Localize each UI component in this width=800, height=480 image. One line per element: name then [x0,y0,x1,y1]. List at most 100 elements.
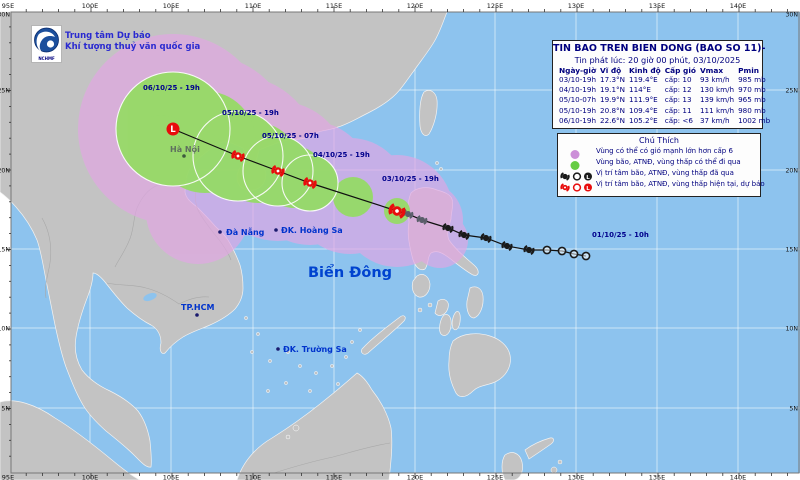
legend-item-passage-area: Vùng bão, ATNĐ, vùng thấp có thể đi qua [558,156,760,170]
forecast-table-row: 05/10-19h 20.8°N 109.4°E cấp: 11 111 km/h 980… [557,106,772,116]
legend-title: Chú Thích [639,136,679,145]
islet [557,459,563,465]
axis-label-top: 100E [82,2,99,10]
place-marker-dot [182,154,186,158]
storm-bulletin-box: TIN BAO TREN BIEN DONG (BAO SO 11)- Tin … [552,40,770,129]
islet [244,316,248,320]
map-text-labels: 06/10/25 - 19h 05/10/25 - 19h 05/10/25 - 0… [143,84,649,354]
axis-label-top: 120E [407,2,424,10]
table-column-header: Vmax [699,66,724,75]
past-low-circle-icon [569,249,579,259]
table-cell: 05/10-07h [559,95,597,105]
axis-label-bottom: 130E [568,474,585,480]
track-date-label: 04/10/25 - 19h [313,151,370,159]
legend-low-letter: L [586,186,590,192]
table-column-header: Cấp gió [664,66,696,75]
table-cell: 17.3°N [600,75,626,84]
lake-tonle-sap [143,292,157,302]
past-typhoon-icon [442,222,454,234]
axis-label-top: 115E [326,2,343,10]
sea-name-label: Biển Đông [308,264,392,281]
landmass-taiwan [419,90,438,136]
islet [314,371,318,375]
axis-label-left: 30N [0,12,10,19]
legend-low-icon: L [584,183,592,192]
landmass-negros [439,314,452,336]
landmass-sumatra [0,400,141,480]
table-cell: cấp: <6 [664,115,693,125]
axis-label-right: 25N [785,88,798,95]
place-marker-dot [195,313,199,317]
table-cell: 111 km/h [699,105,735,115]
table-cell: 105.2°E [629,115,658,125]
islet [298,364,302,368]
forecast-table-body: 03/10-19h 17.3°N 119.4°E cấp: 10 93 km/h 985 … [557,75,772,126]
past-low-circle-icon [581,251,591,261]
axis-label-top: 95E [2,2,14,10]
forecast-low-icon: L [166,122,180,136]
table-cell: 37 km/h [699,115,730,125]
table-cell: cấp: 13 [664,95,692,105]
axis-label-top: 130E [568,2,585,10]
landmass-panay [434,299,449,316]
axis-label-right: 15N [785,247,798,254]
islet [250,350,254,354]
axis-label-left: 20N [0,168,10,175]
place-label: ĐK. Trường Sa [283,344,347,354]
axis-label-bottom: 95E [2,474,14,480]
forecast-typhoon-icon [271,164,285,178]
axis-label-bottom: 125E [487,474,504,480]
legend-item-past-positions: L Vị trí tâm bão, ATNĐ, vùng thấp đã qua [558,167,760,181]
landmass-sulawesi-arm [524,437,554,460]
forecast-table-row: 03/10-19h 17.3°N 119.4°E cấp: 10 93 km/h 985 … [557,75,772,85]
recent-typhoon-icon [416,215,428,225]
forecast-table: Ngày-giờ Vĩ độ Kinh độ Cấp gió Vmax Pmin 03/1… [557,66,772,126]
table-cell: 130 km/h [699,85,735,95]
legend-circle-icon [572,172,582,181]
forecast-typhoon-icon [231,149,245,163]
axis-label-right: 10N [785,326,798,333]
table-column-header: Vĩ độ [600,66,622,75]
landmass-borneo [236,372,393,480]
islet [286,350,290,354]
table-cell: cấp: 12 [664,85,692,95]
axis-label-right: 20N [785,168,798,175]
table-column-header: Pmin [738,66,760,75]
table-cell: 03/10-19h [559,75,597,84]
table-cell: 114°E [629,85,651,95]
place-label: TP.HCM [181,303,214,312]
legend-circle-icon [572,183,582,192]
axis-label-left: 5N [1,406,10,413]
forecast-table-row: 06/10-19h 22.6°N 105.2°E cấp: <6 37 km/h 1002… [557,116,772,126]
legend-label: Vùng bão, ATNĐ, vùng thấp có thể đi qua [596,157,741,166]
table-cell: 05/10-19h [559,105,597,115]
forecast-uncertainty-circles [115,71,339,212]
landmass-cebu [451,311,461,331]
low-letter: L [170,125,176,135]
legend-low-letter: L [586,175,590,181]
place-label: Hà Nội [170,145,200,154]
place-label: Đà Nẵng [226,227,265,237]
islet [308,389,312,393]
islet [266,389,270,393]
axis-label-bottom: 100E [82,474,99,480]
table-cell: 22.6°N [600,115,626,125]
place-label: ĐK. Hoàng Sa [281,226,343,235]
table-column-header: Ngày-giờ [559,66,597,75]
axis-label-top: 140E [730,2,747,10]
forecast-typhoon-icon [303,176,317,190]
legend-box: Chú Thích Vùng có thể có gió mạnh lớn hơ… [557,133,765,197]
table-cell: 111.9°E [629,95,658,105]
forecast-table-row: 05/10-07h 19.9°N 111.9°E cấp: 13 139 km/h 965… [557,95,772,105]
islet [435,161,439,165]
table-cell: 20.8°N [600,105,626,115]
current-typhoon-icon [388,203,406,219]
forecast-table-row: 04/10-19h 19.1°N 114°E cấp: 12 130 km/h 970 m… [557,85,772,95]
agency-name-line2: Khí tượng thuỷ văn quốc gia [65,42,201,52]
track-date-label: 03/10/25 - 19h [382,175,439,183]
legend-low-icon: L [584,172,592,181]
place-marker-dot [218,230,222,234]
table-cell: 1002 mb [738,115,771,125]
